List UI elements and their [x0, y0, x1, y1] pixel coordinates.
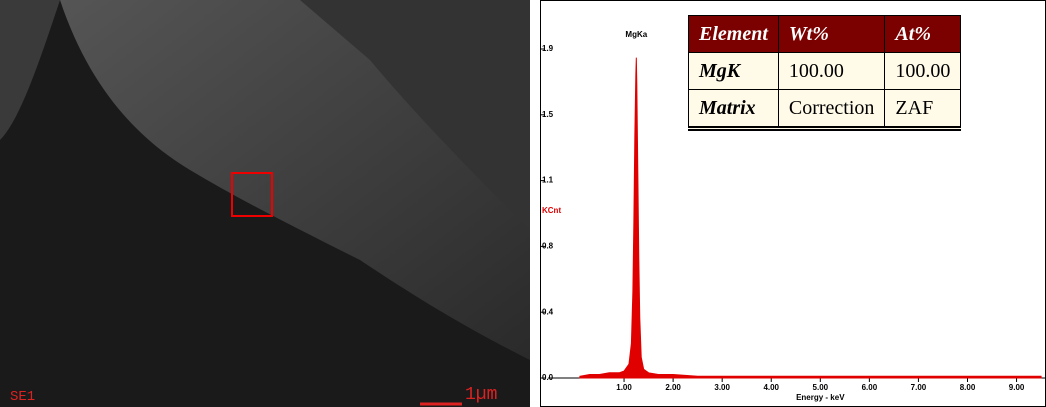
x-tick-label: 7.00	[911, 383, 927, 392]
selection-box	[231, 172, 273, 217]
x-tick-label: 6.00	[862, 383, 878, 392]
x-axis-label: Energy - keV	[796, 393, 845, 402]
x-tick-label: 2.00	[665, 383, 681, 392]
table-cell: ZAF	[884, 89, 962, 129]
table-cell: Element	[688, 15, 779, 53]
x-tick-label: 8.00	[960, 383, 976, 392]
table-row: MgK 100.00 100.00	[688, 52, 962, 90]
x-tick-label: 5.00	[813, 383, 829, 392]
table-cell: Wt%	[777, 15, 886, 53]
particles	[0, 0, 60, 140]
y-tick-label: 1.9	[542, 44, 554, 53]
scale-label: 1µm	[465, 385, 497, 405]
x-tick-label: 4.00	[763, 383, 779, 392]
y-tick-label: 0.0	[542, 373, 554, 382]
table-cell: At%	[884, 15, 962, 53]
table-row: Matrix Correction ZAF	[688, 89, 962, 129]
table-cell: 100.00	[884, 52, 962, 90]
table-cell: Matrix	[688, 89, 779, 129]
y-tick-label: 0.4	[542, 307, 554, 316]
y-tick-label: 1.5	[542, 110, 554, 119]
y-axis-label: KCnt	[542, 206, 561, 215]
spectrum	[579, 57, 1042, 379]
x-tick-label: 9.00	[1009, 383, 1025, 392]
detector-label: SE1	[10, 389, 35, 405]
shadow	[300, 0, 530, 230]
table-cell: 100.00	[777, 52, 886, 90]
table-cell: MgK	[688, 52, 779, 90]
y-tick-label: 0.8	[542, 242, 554, 251]
table-cell: Correction	[777, 89, 886, 129]
x-tick-label: 3.00	[714, 383, 730, 392]
table-row: Element Wt% At%	[688, 15, 962, 53]
sem-image: SE1 1µm	[0, 0, 530, 407]
x-tick-label: 1.00	[616, 383, 632, 392]
peak-label: MgKa	[625, 30, 647, 39]
result-table: Element Wt% At% MgK 100.00 100.00 Matrix Correc…	[688, 15, 962, 131]
y-tick-label: 1.1	[542, 176, 554, 185]
